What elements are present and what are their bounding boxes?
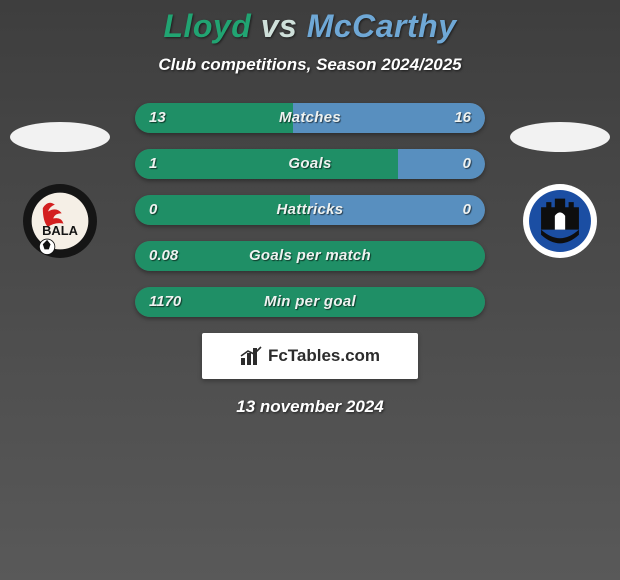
stat-label: Min per goal [135,287,485,317]
player-left-oval [10,122,110,152]
page-title: Lloyd vs McCarthy [0,8,620,45]
player-right-oval [510,122,610,152]
stat-row: 1Goals0 [135,149,485,179]
stat-label: Goals [135,149,485,179]
stat-value-right: 0 [463,149,471,179]
fctables-logo: FcTables.com [202,333,418,379]
title-vs: vs [261,8,298,44]
svg-text:BALA: BALA [42,223,78,238]
stat-value-right: 16 [454,103,471,133]
stats-block: 13Matches161Goals00Hattricks00.08Goals p… [135,103,485,317]
stat-row: 13Matches16 [135,103,485,133]
stat-label: Matches [135,103,485,133]
club-badge-right [510,178,610,264]
subtitle: Club competitions, Season 2024/2025 [0,55,620,75]
bars-icon [240,346,262,366]
stat-value-right: 0 [463,195,471,225]
title-player-right: McCarthy [307,8,457,44]
logo-text: FcTables.com [268,346,380,366]
haverfordwest-badge-icon [510,178,610,264]
stat-label: Goals per match [135,241,485,271]
stat-row: 0.08Goals per match [135,241,485,271]
stat-label: Hattricks [135,195,485,225]
stat-row: 0Hattricks0 [135,195,485,225]
generated-date: 13 november 2024 [0,397,620,417]
title-player-left: Lloyd [163,8,251,44]
infographic-container: Lloyd vs McCarthy Club competitions, Sea… [0,0,620,580]
stat-row: 1170Min per goal [135,287,485,317]
bala-badge-icon: BALA [10,178,110,264]
club-badge-left: BALA [10,178,110,264]
